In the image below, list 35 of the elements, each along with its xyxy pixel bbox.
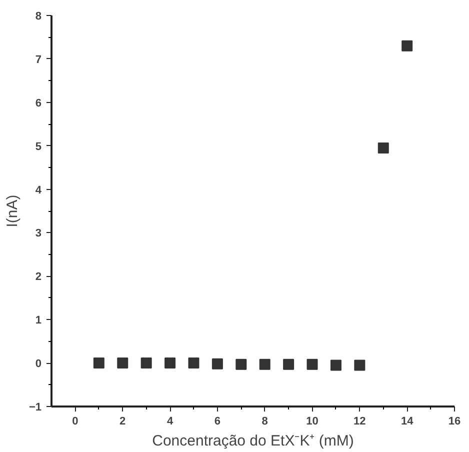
point [354, 360, 366, 371]
point [140, 358, 152, 369]
y-axis-title: I(nA) [4, 194, 21, 228]
point [236, 358, 247, 370]
x-tick-label: 8 [262, 416, 268, 428]
y-tick-label: 5 [35, 140, 42, 153]
y-tick-label: 6 [35, 97, 42, 110]
point [259, 358, 270, 370]
x-tick-label: 2 [120, 416, 126, 428]
x-tick-label: 16 [448, 416, 461, 428]
y-tick-label: 2 [35, 271, 42, 284]
x-axis-title: Concentração do EtX⁻K⁺ (mM) [152, 432, 354, 450]
x-tick-label: 0 [72, 416, 78, 428]
point [402, 40, 413, 52]
point [330, 360, 342, 371]
y-tick-label: 0 [35, 358, 42, 370]
y-tick-label: 7 [35, 54, 42, 66]
y-tick-label: −1 [28, 402, 42, 414]
y-tick-label: 4 [35, 184, 42, 196]
point [117, 358, 128, 369]
x-tick-label: 14 [400, 416, 414, 428]
y-tick-label: 8 [35, 10, 42, 22]
x-tick-label: 12 [354, 416, 366, 428]
y-tick-label: 3 [35, 228, 42, 240]
point [306, 358, 318, 370]
point [93, 358, 104, 369]
point [283, 358, 294, 370]
x-tick-label: 4 [166, 416, 174, 428]
x-tick-label: 10 [306, 416, 318, 428]
point [188, 358, 200, 369]
point [212, 358, 223, 370]
x-tick-label: 6 [214, 416, 221, 428]
point [378, 142, 389, 154]
point [164, 358, 176, 369]
y-tick-label: 1 [35, 314, 42, 327]
